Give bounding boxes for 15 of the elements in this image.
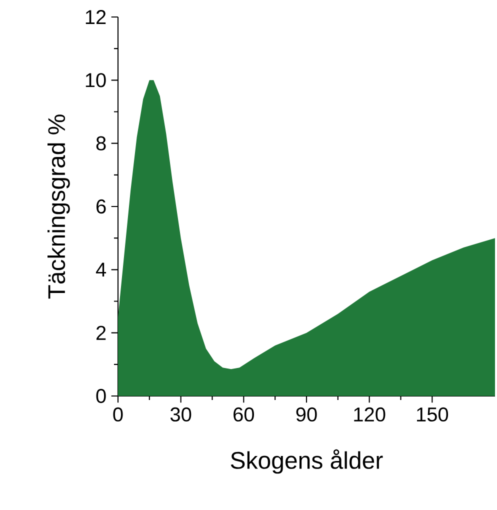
y-tick-label: 0 bbox=[96, 388, 106, 404]
y-tick-label: 6 bbox=[96, 199, 106, 214]
y-tick-label: 10 bbox=[86, 73, 106, 88]
y-axis-title: Täckningsgrad % bbox=[48, 114, 70, 299]
y-tick-label: 12 bbox=[86, 10, 106, 24]
x-axis-title: Skogens ålder bbox=[230, 449, 383, 474]
x-tick-label: 30 bbox=[170, 407, 192, 422]
x-tick-label: 150 bbox=[417, 407, 448, 422]
x-tick-label: 60 bbox=[234, 407, 254, 422]
x-tick-label: 90 bbox=[296, 407, 317, 422]
y-tick-label: 4 bbox=[96, 262, 106, 277]
y-tick-label: 8 bbox=[96, 136, 106, 150]
x-tick-label: 120 bbox=[354, 407, 386, 422]
y-tick-label: 2 bbox=[96, 326, 106, 340]
x-tick-label: 0 bbox=[113, 407, 123, 422]
